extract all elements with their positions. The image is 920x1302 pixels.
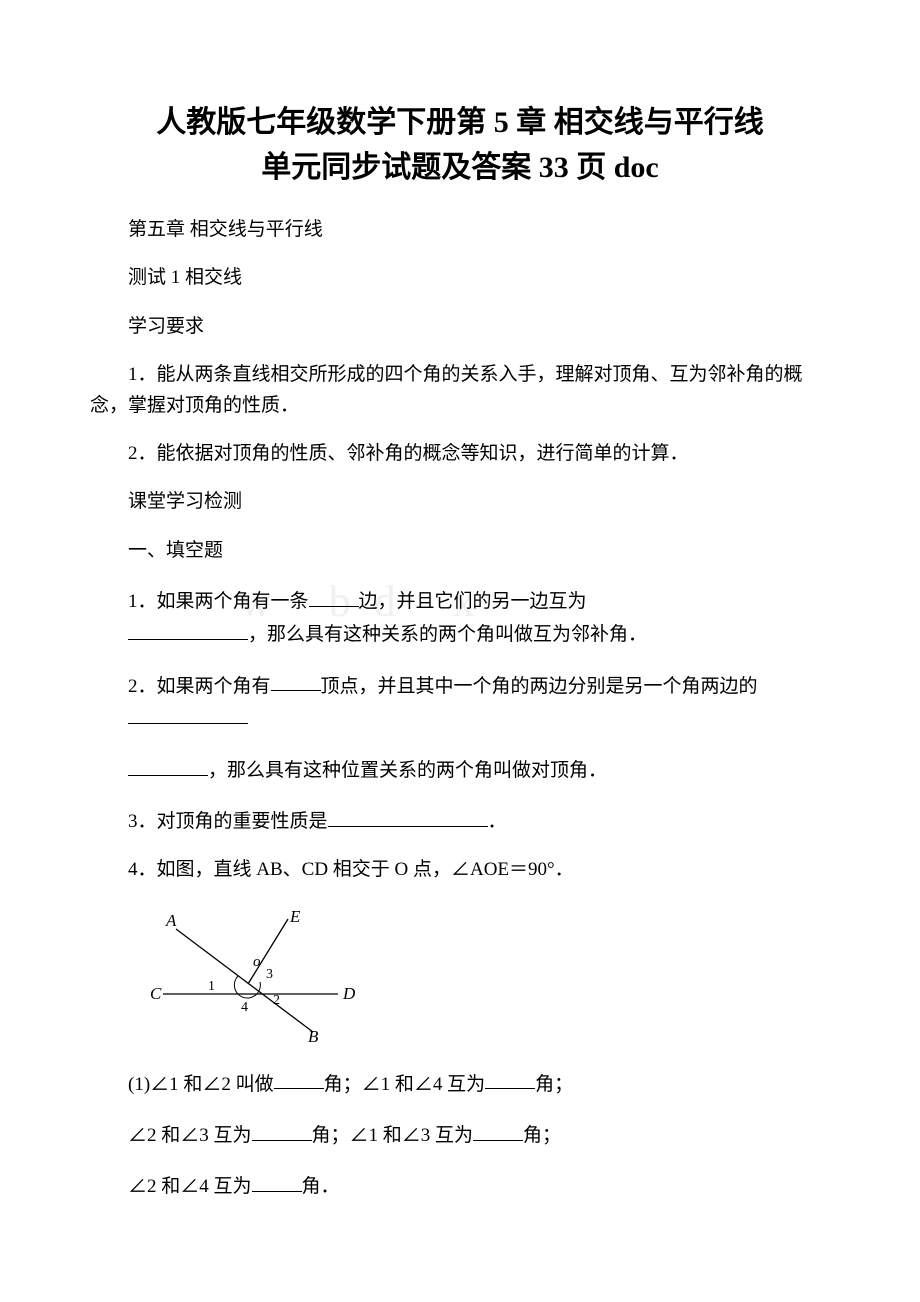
svg-text:3: 3 [266, 967, 273, 982]
q4s1-t2: 角；∠1 和∠4 互为 [324, 1073, 486, 1094]
blank-fill [252, 1118, 312, 1141]
geometry-diagram: A E o C D B 1 4 3 2 [138, 904, 830, 1049]
question-2: 2．如果两个角有 顶点，并且其中一个角的两边分别是另一个角两边的 [90, 669, 830, 735]
class-test-label: 课堂学习检测 [90, 487, 830, 517]
blank-fill [128, 702, 248, 725]
svg-text:E: E [289, 907, 301, 926]
q2-text-2: 顶点，并且其中一个角的两边分别是另一个角两边的 [321, 675, 758, 696]
blank-fill [128, 617, 248, 640]
svg-text:2: 2 [273, 993, 280, 1008]
svg-text:o: o [253, 954, 261, 970]
blank-fill [128, 753, 208, 776]
question-4-sub3: ∠2 和∠4 互为 角． [90, 1169, 830, 1202]
svg-text:D: D [342, 984, 356, 1003]
question-4-sub1: (1)∠1 和∠2 叫做 角；∠1 和∠4 互为 角； [90, 1067, 830, 1100]
section-1-label: 一、填空题 [90, 536, 830, 566]
q4s2-t1: ∠2 和∠3 互为 [128, 1125, 252, 1146]
q3-text-2: ． [488, 811, 507, 832]
blank-fill [328, 804, 488, 827]
svg-text:1: 1 [208, 979, 215, 994]
test-heading: 测试 1 相交线 [90, 263, 830, 293]
document-title: 人教版七年级数学下册第 5 章 相交线与平行线 单元同步试题及答案 33 页 d… [90, 100, 830, 190]
blank-fill [271, 669, 321, 692]
blank-fill [485, 1067, 535, 1090]
blank-fill [252, 1169, 302, 1192]
q1-text-3: ，那么具有这种关系的两个角叫做互为邻补角． [248, 624, 647, 645]
question-4-sub2: ∠2 和∠3 互为 角；∠1 和∠3 互为 角； [90, 1118, 830, 1151]
q1-text-2: 边，并且它们的另一边互为 [359, 591, 587, 612]
svg-text:4: 4 [241, 1000, 248, 1015]
q4s3-t2: 角． [302, 1176, 340, 1197]
q4s1-t3: 角； [535, 1073, 573, 1094]
q4s3-t1: ∠2 和∠4 互为 [128, 1176, 252, 1197]
q2-text-1: 2．如果两个角有 [128, 675, 271, 696]
study-requirement-1: 1．能从两条直线相交所形成的四个角的关系入手，理解对顶角、互为邻补角的概念，掌握… [90, 360, 830, 421]
question-4: 4．如图，直线 AB、CD 相交于 O 点，∠AOE＝90°． [90, 855, 830, 885]
question-2-cont: ，那么具有这种位置关系的两个角叫做对顶角． [90, 753, 830, 786]
title-line-2: 单元同步试题及答案 33 页 doc [261, 151, 659, 184]
svg-text:B: B [308, 1027, 319, 1044]
q2-text-3: ，那么具有这种位置关系的两个角叫做对顶角． [208, 760, 607, 781]
chapter-heading: 第五章 相交线与平行线 [90, 215, 830, 245]
blank-fill [309, 584, 359, 607]
q4s1-t1: (1)∠1 和∠2 叫做 [128, 1073, 274, 1094]
svg-text:A: A [165, 911, 177, 930]
study-requirement-2: 2．能依据对顶角的性质、邻补角的概念等知识，进行简单的计算． [90, 439, 830, 469]
svg-text:C: C [150, 984, 162, 1003]
study-requirements-label: 学习要求 [90, 312, 830, 342]
q4s2-t3: 角； [523, 1125, 561, 1146]
blank-fill [473, 1118, 523, 1141]
q1-text-1: 1．如果两个角有一条 [128, 591, 309, 612]
question-3: 3．对顶角的重要性质是 ． [90, 804, 830, 837]
title-line-1: 人教版七年级数学下册第 5 章 相交线与平行线 [156, 106, 764, 139]
blank-fill [274, 1067, 324, 1090]
diagram-svg: A E o C D B 1 4 3 2 [138, 904, 358, 1044]
question-1: 1．如果两个角有一条 边，并且它们的另一边互为 ，那么具有这种关系的两个角叫做互为邻… [90, 584, 830, 650]
q3-text-1: 3．对顶角的重要性质是 [128, 811, 328, 832]
q4s2-t2: 角；∠1 和∠3 互为 [312, 1125, 474, 1146]
